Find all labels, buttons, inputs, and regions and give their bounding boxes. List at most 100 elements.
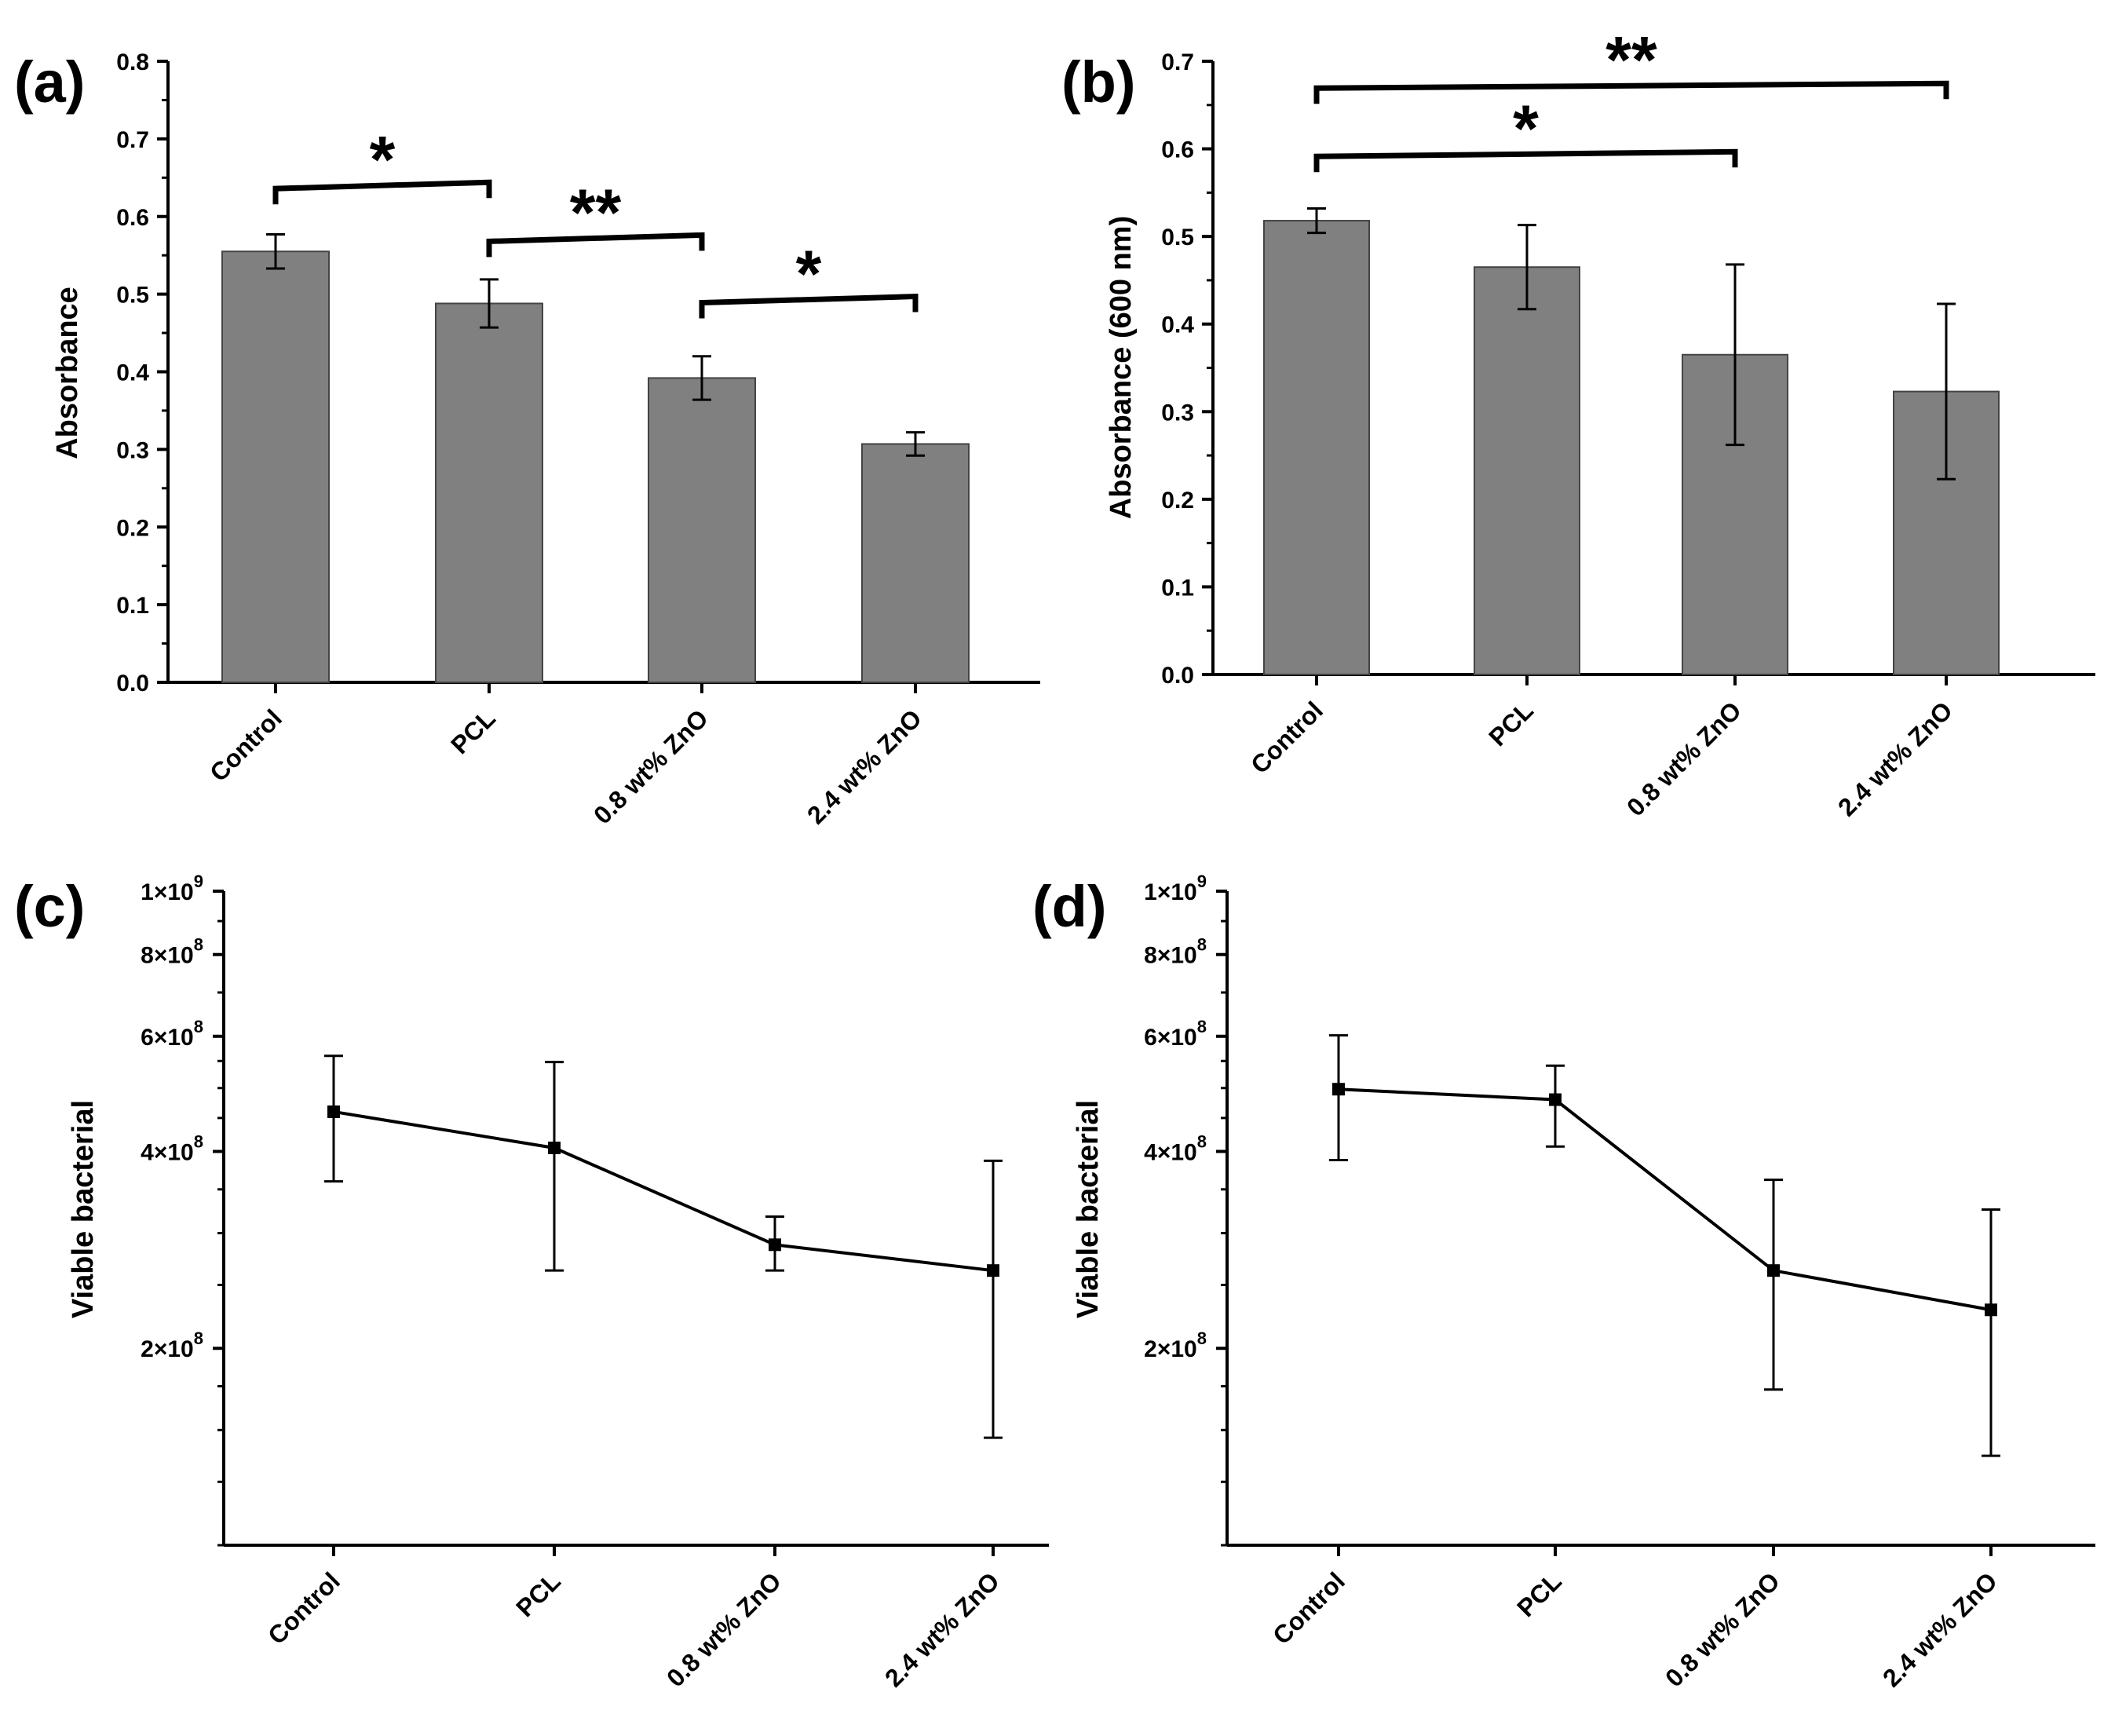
x-category-label: Control <box>204 704 287 787</box>
y-tick-mantissa: 6×10 <box>141 1025 194 1051</box>
significance-bracket-0 <box>272 179 492 205</box>
y-tick-label: 0.7 <box>1161 49 1194 75</box>
y-tick-mantissa: 4×10 <box>141 1139 194 1165</box>
bar-1 <box>435 302 543 683</box>
x-category-label: 0.8 wt% ZnO <box>1621 696 1747 821</box>
y-tick-mantissa: 4×10 <box>1144 1139 1197 1165</box>
x-category-label: 0.8 wt% ZnO <box>588 704 714 829</box>
x-category-label: Control <box>262 1566 345 1650</box>
significance-bracket-0 <box>1313 148 1738 173</box>
y-tick-label: 0.3 <box>1161 400 1194 426</box>
y-tick-exponent: 8 <box>194 1328 203 1348</box>
panel-b: (b) 0.0 0.1 0.2 0.3 0.4 0.5 0.6 0.7 Absorbance (6… <box>1061 23 2095 821</box>
data-point-0 <box>1332 1083 1345 1096</box>
x-category-label: 2.4 wt% ZnO <box>879 1566 1005 1692</box>
bar-0 <box>221 250 330 683</box>
y-tick-label: 0.5 <box>116 283 149 309</box>
x-category-label: 2.4 wt% ZnO <box>1832 696 1958 821</box>
y-tick-exponent: 9 <box>1197 872 1207 891</box>
y-tick-label: 0.1 <box>1161 575 1194 601</box>
data-point-3 <box>987 1264 999 1277</box>
y-tick-label: 0.1 <box>116 593 149 619</box>
significance-bracket-1 <box>1313 80 1949 104</box>
y-tick-label: 0.4 <box>1161 312 1194 338</box>
y-axis-title: Absorbance (600 nm) <box>1105 216 1138 519</box>
bar-1 <box>1474 266 1580 675</box>
y-tick-mantissa: 6×10 <box>1144 1025 1197 1051</box>
x-category-label: PCL <box>445 704 501 759</box>
y-tick-label: 0.2 <box>1161 488 1194 513</box>
panel-letter: (d) <box>1032 874 1107 939</box>
bar-2 <box>648 377 756 683</box>
data-point-1 <box>1549 1093 1562 1106</box>
x-category-label: Control <box>1245 696 1328 779</box>
y-tick-label: 0.7 <box>116 127 149 153</box>
x-category-label: PCL <box>510 1566 566 1622</box>
y-tick-exponent: 8 <box>1197 1017 1207 1036</box>
y-tick-mantissa: 2×10 <box>1144 1336 1197 1362</box>
y-tick-label: 0.0 <box>1161 663 1194 689</box>
significance-bracket-2 <box>699 293 919 319</box>
y-tick-mantissa: 1×10 <box>141 879 194 905</box>
data-point-2 <box>769 1238 781 1252</box>
significance-label-1: ** <box>570 175 622 249</box>
y-tick-label: 0.6 <box>116 205 149 231</box>
bar-3 <box>861 443 970 683</box>
y-tick-mantissa: 8×10 <box>141 943 194 969</box>
y-axis-title: Viable bacterial <box>1072 1100 1105 1318</box>
y-tick-label: 4×108 <box>1144 1131 1207 1165</box>
y-tick-mantissa: 1×10 <box>1144 879 1197 905</box>
y-tick-mantissa: 2×10 <box>141 1336 194 1362</box>
y-tick-exponent: 8 <box>1197 1328 1207 1348</box>
significance-label-1: ** <box>1605 23 1657 97</box>
panel-letter: (c) <box>14 874 85 939</box>
y-tick-label: 0.4 <box>116 360 149 386</box>
y-axis-title: Viable bacterial <box>67 1100 100 1318</box>
y-tick-label: 0.2 <box>116 515 149 541</box>
data-point-0 <box>327 1105 340 1118</box>
y-tick-label: 4×108 <box>141 1131 203 1165</box>
significance-label-0: * <box>370 122 396 196</box>
data-point-3 <box>1985 1303 1997 1317</box>
series-line <box>1338 1087 1992 1312</box>
y-tick-exponent: 8 <box>194 935 203 955</box>
x-category-label: PCL <box>1511 1566 1567 1622</box>
y-tick-label: 2×108 <box>1144 1328 1207 1362</box>
panel-letter: (b) <box>1061 49 1136 115</box>
y-tick-exponent: 8 <box>194 1131 203 1151</box>
x-category-label: 2.4 wt% ZnO <box>1877 1566 2003 1692</box>
y-tick-label: 0.8 <box>116 49 149 75</box>
x-category-label: 0.8 wt% ZnO <box>661 1566 787 1692</box>
y-tick-label: 1×109 <box>141 872 203 905</box>
x-category-label: Control <box>1267 1566 1350 1650</box>
y-tick-exponent: 8 <box>194 1017 203 1036</box>
significance-label-0: * <box>1513 91 1539 165</box>
y-tick-label: 2×108 <box>141 1328 203 1362</box>
x-category-label: 0.8 wt% ZnO <box>1660 1566 1785 1692</box>
y-tick-label: 8×108 <box>1144 935 1207 969</box>
panel-a: (a) 0.0 0.1 0.2 0.3 0.4 0.5 0.6 0.7 0.8 Absorbance… <box>14 49 1040 829</box>
y-tick-exponent: 8 <box>1197 935 1207 955</box>
y-tick-mantissa: 8×10 <box>1144 943 1197 969</box>
panel-letter: (a) <box>14 49 85 115</box>
x-category-label: PCL <box>1483 696 1539 751</box>
y-tick-label: 6×108 <box>1144 1017 1207 1051</box>
y-tick-label: 0.0 <box>116 671 149 696</box>
bar-0 <box>1263 220 1370 675</box>
series-line <box>333 1109 994 1273</box>
y-tick-label: 6×108 <box>141 1017 203 1051</box>
y-tick-exponent: 8 <box>1197 1131 1207 1151</box>
y-tick-label: 1×109 <box>1144 872 1207 905</box>
y-tick-label: 8×108 <box>141 935 203 969</box>
y-tick-label: 0.3 <box>116 437 149 463</box>
y-tick-exponent: 9 <box>194 872 203 891</box>
significance-bracket-1 <box>486 232 705 258</box>
y-tick-label: 0.5 <box>1161 225 1194 250</box>
x-category-label: 2.4 wt% ZnO <box>802 704 927 829</box>
significance-label-2: * <box>796 237 822 311</box>
data-point-2 <box>1767 1264 1780 1277</box>
data-point-1 <box>548 1141 561 1154</box>
